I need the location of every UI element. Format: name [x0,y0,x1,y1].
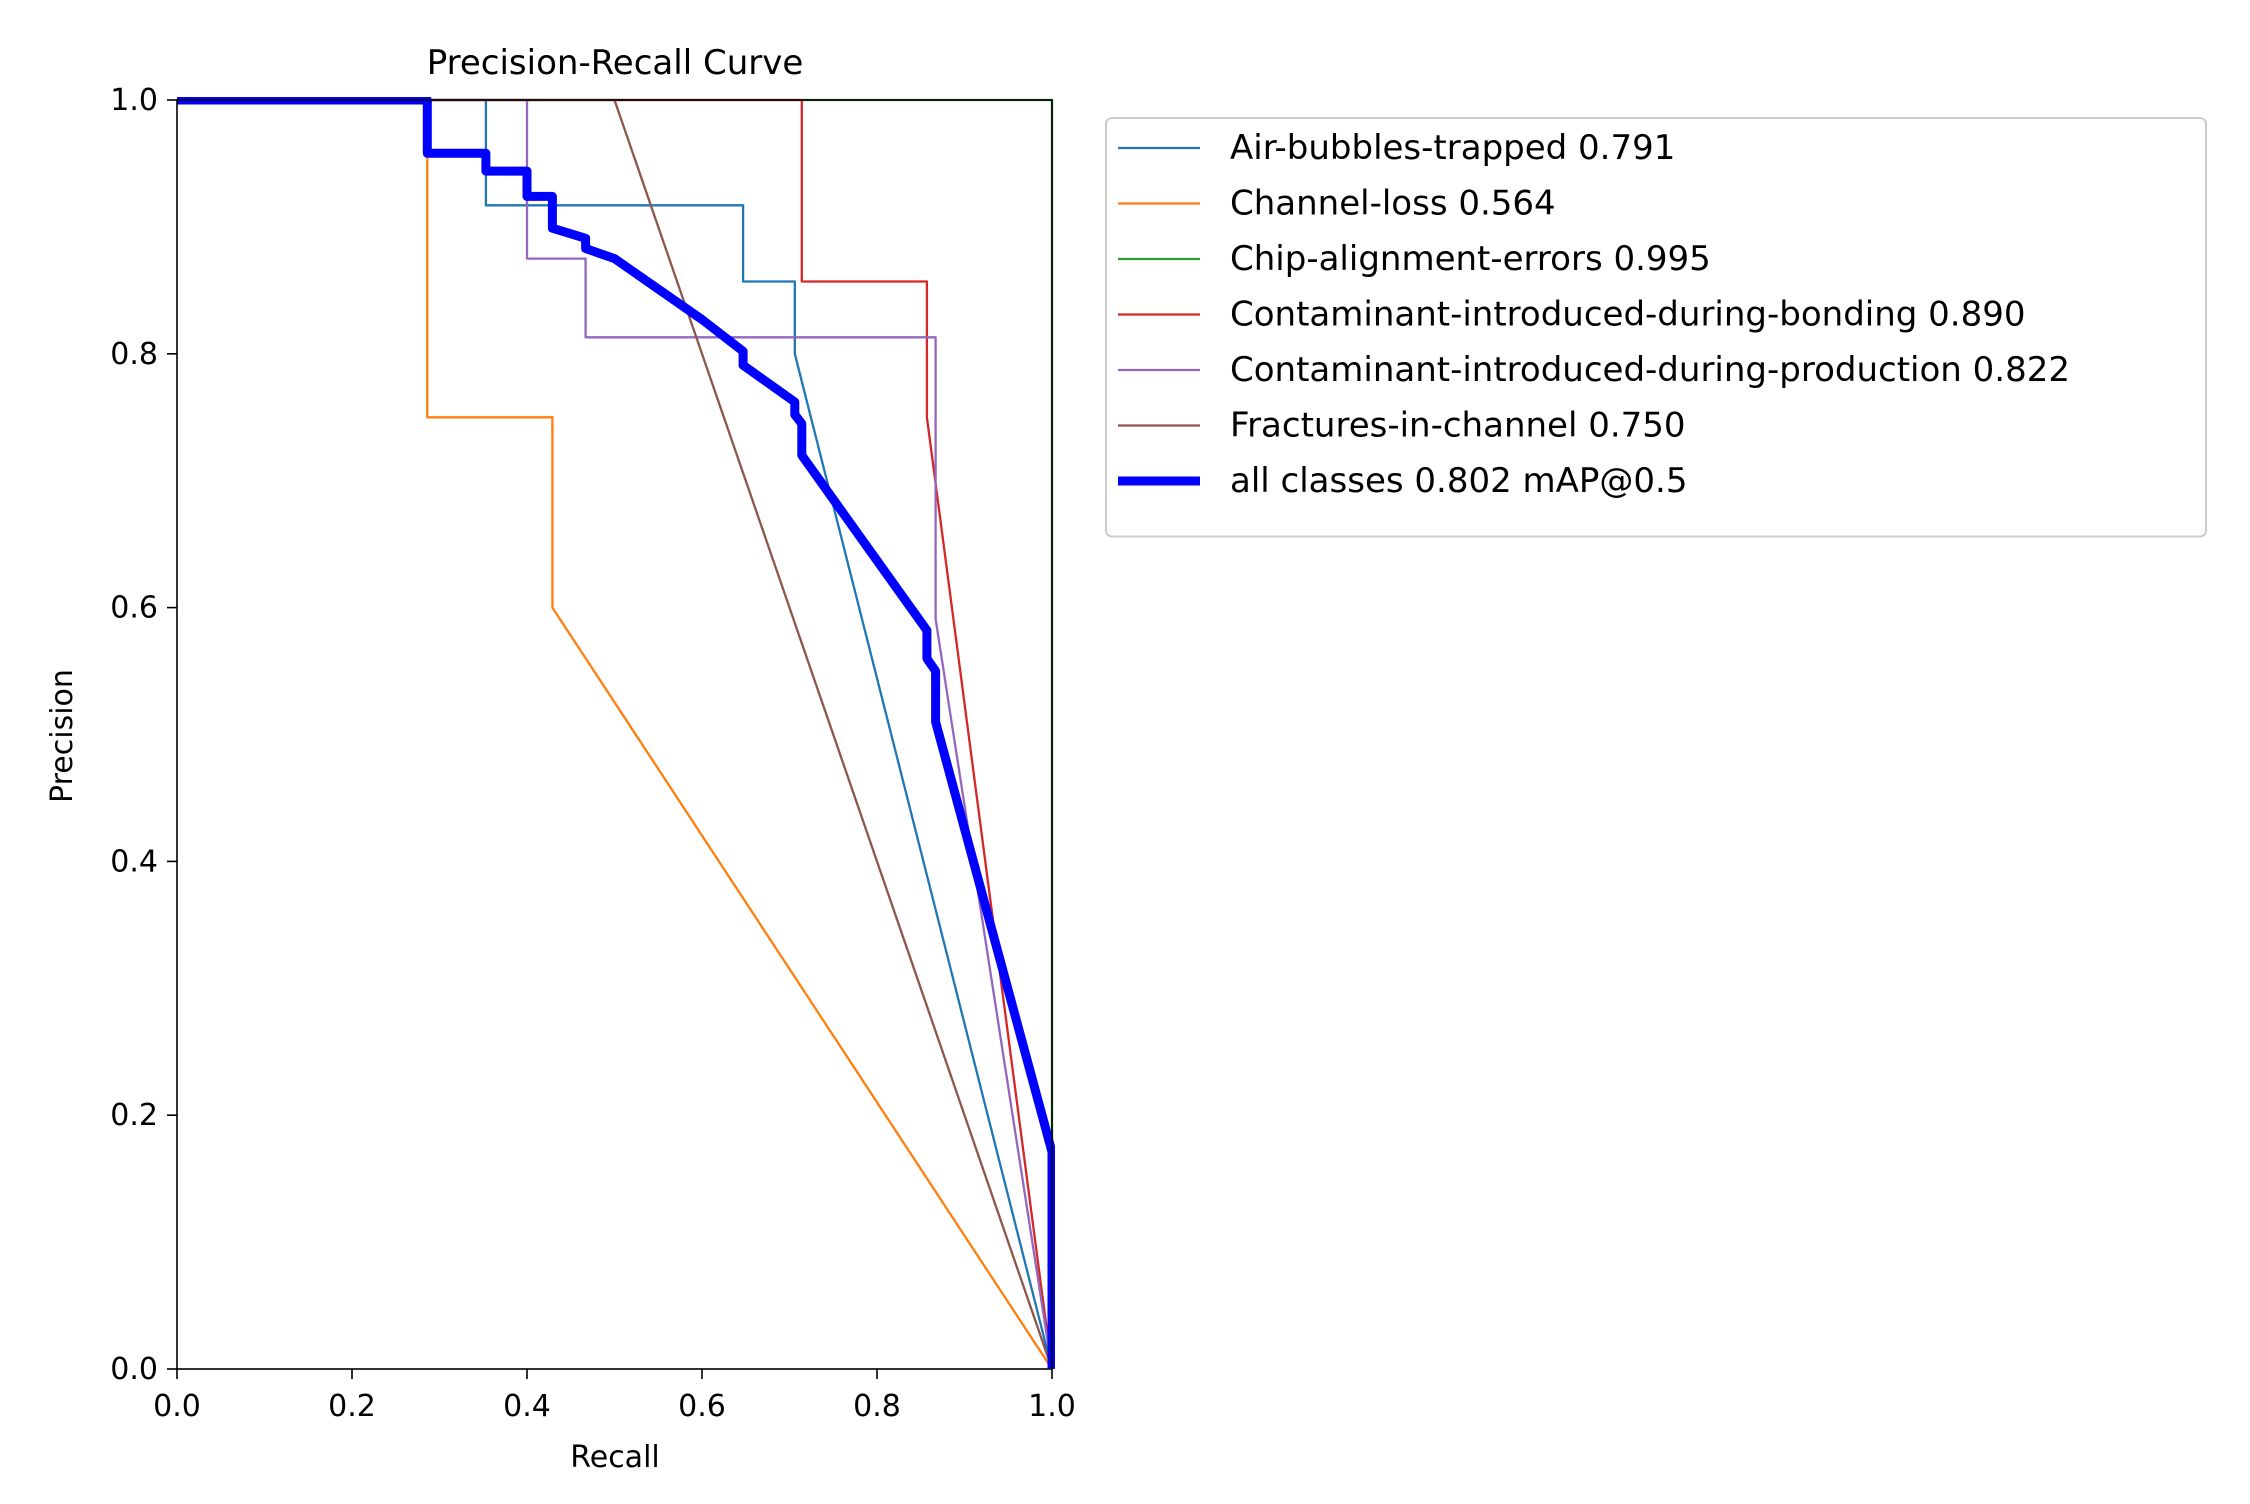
x-tick-label: 0.8 [853,1389,901,1424]
y-tick-label: 0.6 [110,591,158,626]
x-tick-label: 1.0 [1028,1389,1076,1424]
legend-label-contaminant-introduced-during-production-0-822: Contaminant-introduced-during-production… [1230,350,2070,390]
series-line-contaminant-introduced-during-production-0-822 [177,98,1054,1370]
series-line-channel-loss-0-564 [177,98,1053,1370]
legend: Air-bubbles-trapped 0.791 Channel-loss 0.… [1105,117,2207,538]
y-tick-label: 0.0 [110,1352,158,1387]
series-line-fractures-in-channel-0-750 [177,98,1054,1370]
legend-label-fractures-in-channel-0-750: Fractures-in-channel 0.750 [1230,406,1686,446]
x-tick-label: 0.6 [678,1389,726,1424]
legend-label-channel-loss-0-564: Channel-loss 0.564 [1230,184,1556,224]
legend-box [1105,117,2207,538]
axes-layer: 0.0 0.2 0.4 0.6 0.8 1.0 0.0 0.2 0.4 0.6 0.8 1.0 [110,83,1076,1424]
y-tick-label: 0.2 [110,1098,158,1133]
y-tick-label: 0.4 [110,844,158,879]
legend-label-contaminant-introduced-during-bonding-0-890: Contaminant-introduced-during-bonding 0.… [1230,295,2026,335]
series-line-all-classes-0-802-map-0-5 [177,97,1055,1369]
legend-label-chip-alignment-errors-0-995: Chip-alignment-errors 0.995 [1230,239,1711,279]
x-axis-label: Recall [570,1440,660,1475]
series-line-chip-alignment-errors-0-995 [177,98,1054,1369]
chart-title: Precision-Recall Curve [427,43,804,83]
legend-label-air-bubbles-trapped-0-791: Air-bubbles-trapped 0.791 [1230,128,1675,168]
y-axis-label: Precision [45,669,80,803]
y-tick-label: 1.0 [110,83,158,118]
x-tick-label: 0.0 [153,1389,201,1424]
x-tick-label: 0.2 [328,1389,376,1424]
curves-layer [177,97,1055,1370]
legend-label-all-classes-0-802-map-0-5: all classes 0.802 mAP@0.5 [1230,461,1687,501]
x-tick-label: 0.4 [503,1389,551,1424]
y-tick-label: 0.8 [110,337,158,372]
series-line-air-bubbles-trapped-0-791 [177,98,1054,1370]
plot-frame [176,99,1053,1370]
series-line-contaminant-introduced-during-bonding-0-890 [177,98,1054,1370]
